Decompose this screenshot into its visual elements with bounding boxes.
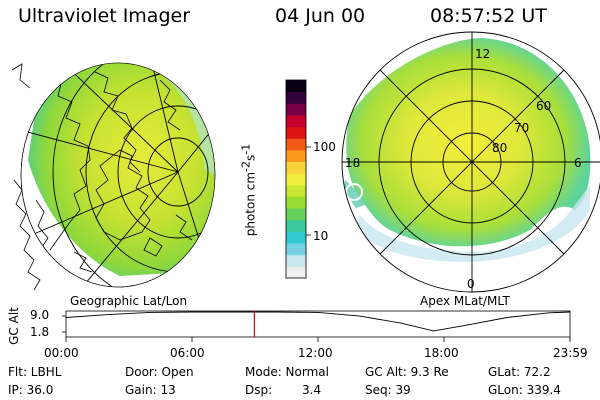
colorbar-swatch (286, 266, 306, 279)
geographic-map (20, 62, 216, 288)
colorbar-swatches (286, 80, 306, 279)
xtick-1200: 12:00 (298, 346, 333, 360)
colorbar-tick-10: 10 (313, 229, 329, 243)
altitude-ylabel: GC Alt (6, 307, 21, 345)
filter-info: Flt: LBHL (8, 365, 62, 379)
right-panel-label: Apex MLat/MLT (420, 294, 510, 308)
mlt-label-0: 0 (467, 277, 475, 291)
mlt-label-6: 6 (574, 156, 582, 170)
altitude-ytick-low: 1.8 (30, 325, 50, 339)
xtick-0000: 00:00 (44, 346, 79, 360)
colorbar-swatch (286, 208, 306, 221)
altitude-curve (65, 311, 571, 332)
mlt-label-18: 18 (345, 156, 361, 170)
seq-info: Seq: 39 (365, 383, 411, 397)
xtick-1800: 18:00 (424, 346, 459, 360)
altitude-plot (62, 310, 571, 342)
colorbar-swatch (286, 184, 306, 197)
dsp-label: Dsp: (245, 383, 273, 397)
polar-map (341, 31, 600, 293)
colorbar-swatch (286, 196, 306, 209)
mlat-label-80: 80 (492, 141, 508, 155)
date-label: 04 Jun 00 (275, 5, 366, 27)
colorbar-swatch (286, 173, 306, 186)
instrument-title: Ultraviolet Imager (18, 5, 191, 27)
mlt-spokes (342, 32, 600, 292)
altitude-xticks (65, 337, 571, 342)
auroral-emission-geo (28, 63, 215, 276)
colorbar-swatch (286, 231, 306, 244)
colorbar-label: photon cm-2s-1 (239, 143, 258, 237)
door-info: Door: Open (125, 365, 194, 379)
coastline-outside (11, 63, 41, 291)
auroral-emission-polar (346, 38, 591, 247)
ip-info: IP: 36.0 (8, 383, 54, 397)
colorbar-swatch (286, 114, 306, 128)
xtick-0600: 06:00 (170, 346, 205, 360)
colorbar (285, 79, 311, 279)
left-panel-label: Geographic Lat/Lon (70, 294, 188, 308)
altitude-ytick-high: 9.0 (30, 308, 50, 322)
glat-info: GLat: 72.2 (488, 365, 551, 379)
xtick-2359: 23:59 (553, 346, 588, 360)
time-label: 08:57:52 UT (430, 5, 547, 27)
colorbar-swatch (286, 149, 306, 163)
glon-info: GLon: 339.4 (488, 383, 561, 397)
colorbar-swatch (286, 103, 306, 116)
colorbar-swatch (286, 254, 306, 267)
colorbar-swatch (286, 161, 306, 174)
dsp-value: 3.4 (302, 383, 322, 397)
colorbar-swatch (286, 243, 306, 256)
colorbar-swatch (286, 91, 306, 104)
colorbar-swatch (286, 126, 306, 139)
colorbar-tick-100: 100 (313, 140, 336, 154)
colorbar-swatch (286, 219, 306, 232)
mlat-label-70: 70 (514, 121, 530, 135)
colorbar-swatch (286, 80, 306, 93)
mlat-label-60: 60 (536, 99, 552, 113)
gain-info: Gain: 13 (125, 383, 176, 397)
mlt-label-12: 12 (475, 47, 491, 61)
mode-info: Mode: Normal (245, 365, 329, 379)
gc-alt-info: GC Alt: 9.3 Re (365, 365, 449, 379)
colorbar-swatch (286, 138, 306, 151)
